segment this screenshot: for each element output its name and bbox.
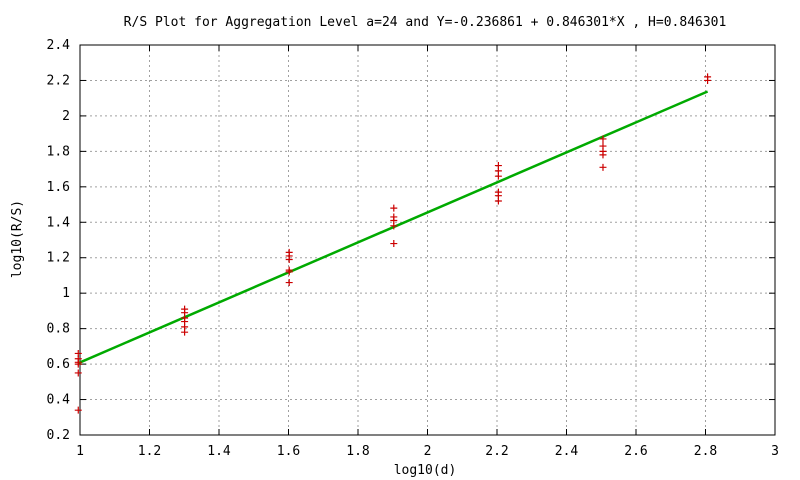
y-tick-label: 1.6 (47, 180, 70, 195)
grid (80, 45, 775, 435)
data-point (74, 349, 82, 357)
x-tick-label: 3 (771, 444, 779, 459)
data-point (390, 204, 398, 212)
data-point (74, 406, 82, 414)
y-tick-label: 2.4 (47, 38, 71, 53)
x-tick-label: 2.4 (555, 444, 579, 459)
data-point (494, 188, 502, 196)
y-tick-label: 0.2 (47, 428, 70, 443)
data-points-layer (74, 73, 712, 414)
data-point (285, 266, 293, 274)
y-tick-label: 0.8 (47, 322, 70, 337)
axis-ticks: 1 1.2 1.4 1.6 1.8 2 2.2 2.4 2.6 2.8 3 0.2 0.4 0.6 0.8 1… (47, 38, 779, 459)
y-tick-label: 1.2 (47, 251, 70, 266)
x-tick-label: 2.6 (624, 444, 647, 459)
y-axis-label: log10(R/S) (10, 200, 25, 278)
y-tick-label: 2 (62, 109, 70, 124)
x-tick-label: 2.2 (485, 444, 508, 459)
data-point (74, 369, 82, 377)
data-point (285, 279, 293, 287)
data-point (704, 73, 712, 81)
data-point (599, 163, 607, 171)
data-point (390, 213, 398, 221)
data-point (181, 305, 189, 313)
fit-line-layer (77, 90, 709, 365)
y-tick-label: 2.2 (47, 73, 70, 88)
fit-line (77, 90, 709, 365)
chart-title: R/S Plot for Aggregation Level a=24 and … (124, 15, 727, 30)
x-tick-label: 1.4 (207, 444, 231, 459)
x-tick-label: 1.8 (346, 444, 369, 459)
data-point (494, 162, 502, 170)
y-tick-label: 1 (62, 286, 70, 301)
data-point (599, 135, 607, 143)
data-point (285, 248, 293, 256)
x-tick-label: 2.8 (694, 444, 717, 459)
y-tick-label: 1.4 (47, 215, 71, 230)
x-tick-label: 1.6 (277, 444, 300, 459)
y-tick-label: 1.8 (47, 144, 70, 159)
x-tick-label: 1 (76, 444, 84, 459)
y-tick-label: 0.6 (47, 357, 70, 372)
data-point (390, 240, 398, 248)
x-tick-label: 2 (424, 444, 432, 459)
y-tick-label: 0.4 (47, 393, 71, 408)
x-tick-label: 1.2 (138, 444, 161, 459)
data-point (599, 142, 607, 150)
x-axis-label: log10(d) (394, 463, 457, 478)
